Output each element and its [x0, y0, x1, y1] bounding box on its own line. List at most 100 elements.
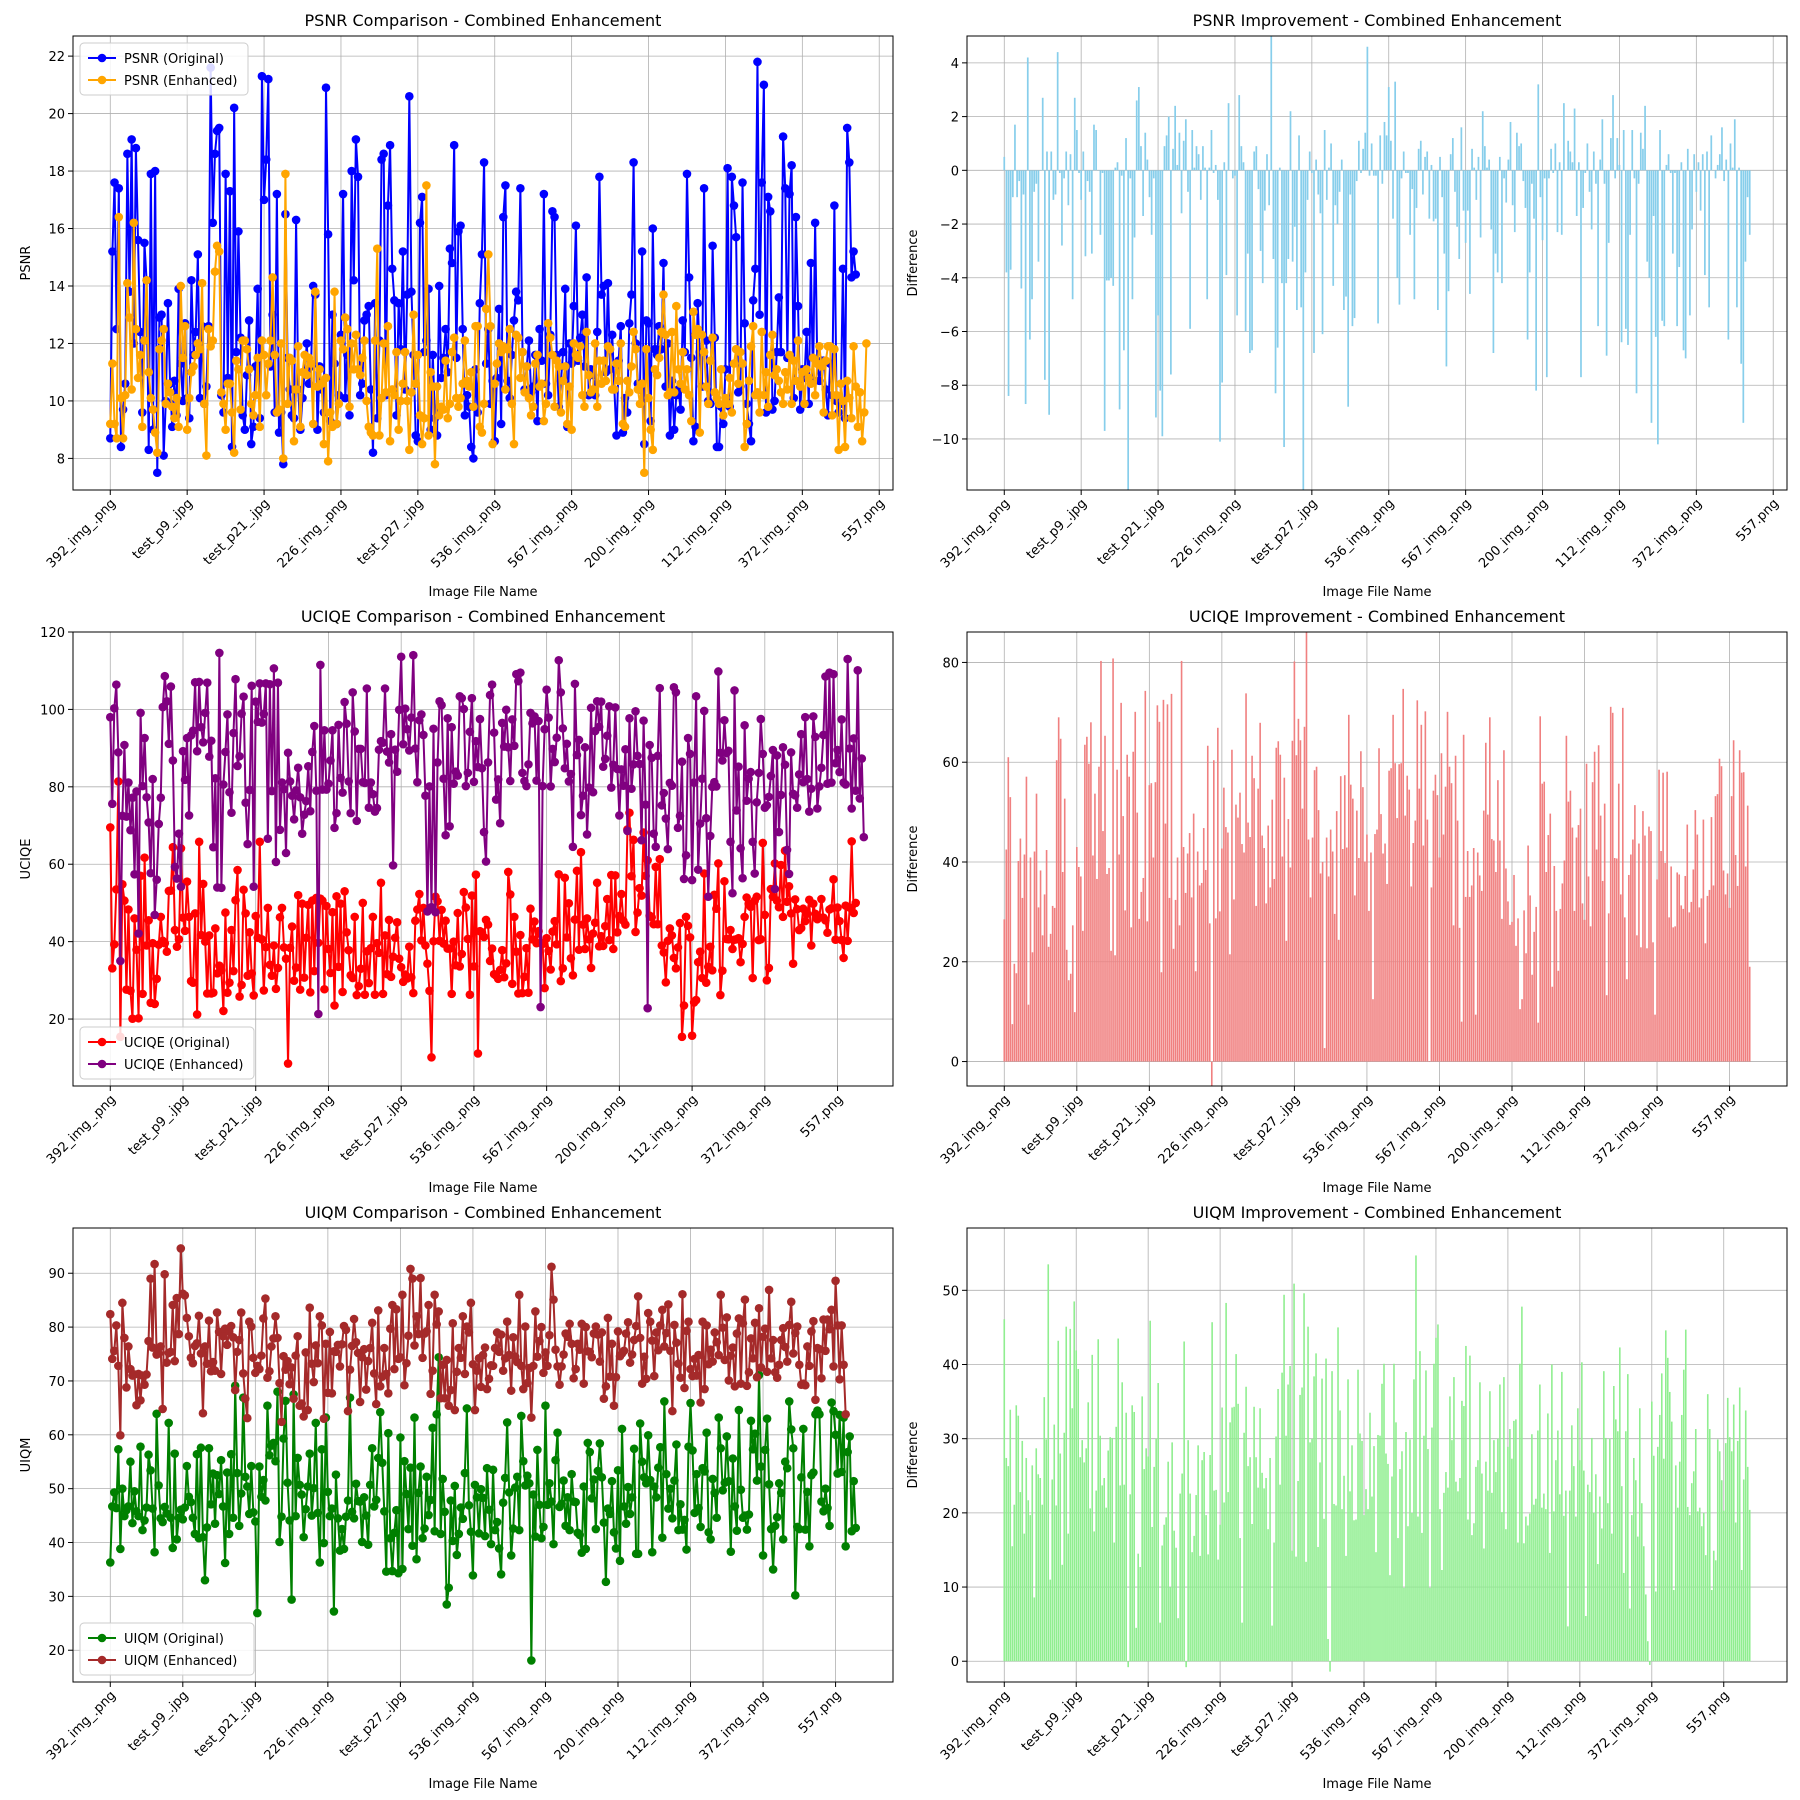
data-point: [862, 339, 871, 348]
data-point: [536, 1002, 545, 1012]
bar: [1591, 1437, 1593, 1662]
bar: [1688, 912, 1691, 1062]
data-point: [459, 704, 469, 714]
data-point: [606, 783, 616, 792]
chart-title: UIQM Improvement - Combined Enhancement: [1193, 1203, 1562, 1222]
data-point: [758, 1332, 768, 1342]
data-point: [313, 1358, 323, 1368]
bar: [1073, 97, 1076, 171]
data-point: [202, 678, 212, 688]
bar: [1481, 1473, 1483, 1662]
data-point: [337, 1340, 347, 1349]
bar: [1583, 919, 1586, 1062]
data-point: [479, 932, 489, 942]
bar: [1549, 813, 1552, 1062]
bar: [1400, 170, 1403, 179]
data-point: [231, 895, 240, 905]
bar: [1261, 1472, 1263, 1662]
data-point: [757, 327, 767, 337]
bar: [1164, 823, 1167, 1062]
bar: [1428, 170, 1431, 219]
data-point: [617, 1424, 627, 1434]
data-point: [533, 416, 542, 426]
bar: [1153, 1466, 1155, 1662]
data-point: [336, 899, 345, 909]
bar: [1357, 1369, 1359, 1662]
data-point: [380, 931, 390, 940]
bar: [1127, 1661, 1129, 1668]
bar: [1465, 1345, 1467, 1662]
data-point: [249, 410, 258, 420]
data-point: [794, 770, 804, 779]
bar: [1700, 1526, 1703, 1662]
data-point: [667, 781, 677, 790]
data-point: [416, 1273, 425, 1283]
bar: [1553, 1511, 1555, 1662]
data-point: [539, 1522, 548, 1532]
bar: [1261, 170, 1264, 284]
data-point: [291, 215, 301, 225]
bar: [1684, 875, 1687, 1062]
data-point: [275, 912, 285, 922]
bar: [1667, 154, 1670, 171]
data-point: [565, 1525, 574, 1535]
data-point: [827, 1398, 836, 1407]
bar: [1724, 894, 1727, 1062]
y-tick-label: 0: [951, 164, 959, 179]
bar: [1365, 1489, 1367, 1662]
bar: [1313, 770, 1316, 1062]
bar: [1575, 1516, 1577, 1662]
bar: [1618, 164, 1621, 171]
bar: [1206, 170, 1209, 300]
bar: [1161, 1545, 1163, 1662]
data-point: [533, 350, 542, 360]
bar: [1307, 1326, 1309, 1662]
data-point: [275, 1378, 284, 1388]
data-point: [484, 1505, 494, 1514]
bar: [1358, 858, 1360, 1062]
data-point: [607, 1339, 617, 1349]
data-point: [799, 1424, 808, 1434]
bar: [1650, 831, 1652, 1062]
bar: [1605, 1437, 1607, 1662]
data-point: [382, 747, 392, 756]
data-point: [845, 1432, 854, 1441]
y-tick-label: 0: [951, 1655, 959, 1670]
data-point: [570, 915, 580, 924]
data-point: [724, 746, 733, 756]
bar: [1009, 797, 1012, 1062]
data-point: [685, 749, 695, 759]
bar: [1490, 170, 1493, 230]
data-point: [699, 706, 709, 716]
bar: [1138, 918, 1141, 1062]
data-point: [505, 890, 515, 899]
bar: [1116, 769, 1118, 1062]
data-point: [114, 1361, 123, 1371]
bar: [1458, 170, 1461, 259]
data-point: [657, 344, 666, 354]
data-point: [738, 178, 747, 187]
x-tick-label: test_p27_.jpg: [337, 1688, 409, 1760]
bar: [1090, 170, 1093, 254]
bar: [1195, 1495, 1197, 1662]
bar: [1505, 1529, 1507, 1662]
x-tick-label: 112_img_.png: [659, 496, 734, 571]
bar: [1295, 1556, 1297, 1662]
data-point: [210, 149, 220, 159]
data-point: [479, 158, 489, 167]
bar: [1370, 852, 1372, 1062]
data-point: [533, 1352, 542, 1362]
bar: [1424, 156, 1426, 171]
data-point: [466, 367, 476, 377]
bar: [1056, 52, 1059, 171]
bar: [1239, 792, 1241, 1062]
bar: [1746, 170, 1749, 198]
data-point: [105, 1309, 115, 1319]
data-point: [466, 1527, 476, 1537]
data-point: [849, 342, 858, 351]
data-point: [477, 763, 487, 773]
bar: [1371, 1496, 1373, 1662]
data-point: [686, 353, 696, 363]
bar: [1058, 170, 1061, 174]
data-point: [144, 1450, 153, 1460]
